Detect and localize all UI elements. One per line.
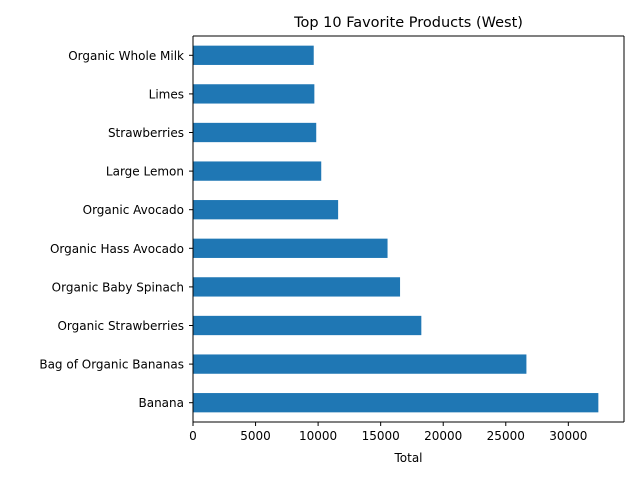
x-ticks: 0 5000 10000 15000 20000 25000 30000 <box>189 422 587 443</box>
x-tick-label: 5000 <box>240 429 271 443</box>
y-tick-label: Strawberries <box>108 126 184 140</box>
x-tick-label: 10000 <box>299 429 337 443</box>
y-tick-label: Large Lemon <box>106 165 184 179</box>
bar <box>193 45 314 65</box>
bar <box>193 238 388 258</box>
y-tick-label: Organic Baby Spinach <box>52 280 184 294</box>
bar <box>193 200 339 220</box>
y-tick-label: Organic Whole Milk <box>68 49 184 63</box>
bar <box>193 393 599 413</box>
x-tick-label: 30000 <box>549 429 587 443</box>
y-tick-label: Banana <box>138 396 184 410</box>
y-tick-label: Bag of Organic Bananas <box>39 358 184 372</box>
y-tick-label: Limes <box>149 87 184 101</box>
bar <box>193 315 422 336</box>
x-axis-label: Total <box>393 451 422 465</box>
bar <box>193 161 322 181</box>
bars-group <box>193 45 599 413</box>
x-tick-label: 0 <box>189 429 197 443</box>
bar <box>193 354 527 374</box>
y-tick-labels: Organic Whole Milk Limes Strawberries Large… <box>39 49 193 410</box>
x-tick-label: 20000 <box>424 429 462 443</box>
bar <box>193 84 315 104</box>
y-tick-label: Organic Strawberries <box>57 319 184 333</box>
y-tick-label: Organic Avocado <box>83 203 184 217</box>
chart-title: Top 10 Favorite Products (West) <box>293 15 523 31</box>
y-tick-label: Organic Hass Avocado <box>50 242 184 256</box>
bar <box>193 122 317 143</box>
x-tick-label: 15000 <box>362 429 400 443</box>
x-tick-label: 25000 <box>487 429 525 443</box>
bar <box>193 277 401 297</box>
